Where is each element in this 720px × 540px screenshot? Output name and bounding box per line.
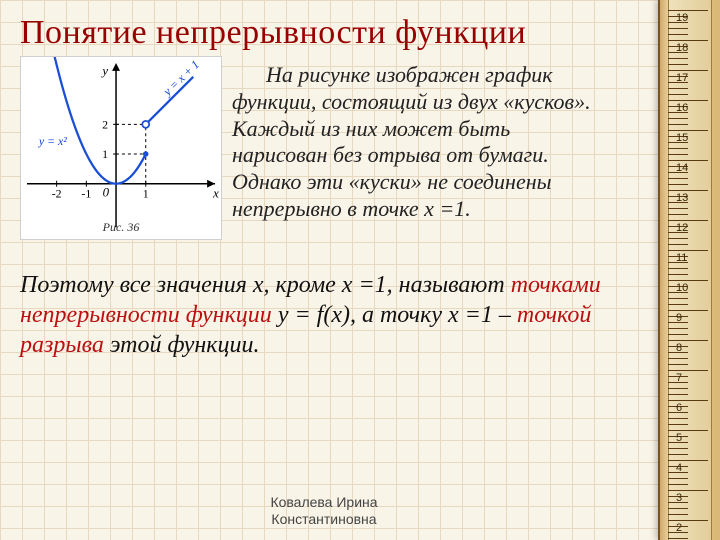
author-footer: Ковалева Ирина Константиновна bbox=[0, 494, 648, 528]
footer-l1: Ковалева Ирина bbox=[270, 494, 377, 510]
paragraph-2: Поэтому все значения x, кроме x =1, назы… bbox=[20, 270, 638, 360]
ruler-decoration: 1918171615141312111098765432 bbox=[658, 0, 720, 540]
graph-figure: -2 -1 1 1 2 0 y x y = x² y = x + 1 Рис. 36 bbox=[20, 56, 222, 240]
svg-text:y: y bbox=[100, 64, 108, 78]
p2-t1: Поэтому все значения x, кроме x =1, назы… bbox=[20, 272, 511, 298]
svg-text:-1: -1 bbox=[81, 187, 91, 201]
figure-caption: Рис. 36 bbox=[21, 220, 221, 235]
p1-l2: функции, состоящий из двух «кусков». bbox=[232, 89, 591, 114]
svg-text:x: x bbox=[212, 187, 219, 201]
p1-l4: нарисован без отрыва от бумаги. bbox=[232, 142, 549, 167]
p1-l3: Каждый из них может быть bbox=[232, 116, 510, 141]
p1-l5: Однако эти «куски» не соединены bbox=[232, 169, 552, 194]
svg-text:1: 1 bbox=[102, 147, 108, 161]
svg-text:0: 0 bbox=[103, 186, 110, 200]
p1-l1: На рисунке изображен график bbox=[266, 62, 553, 87]
p1-l6: непрерывно в точке x =1. bbox=[232, 196, 471, 221]
p2-t2: y = f(x), а точку x =1 – bbox=[272, 302, 517, 328]
footer-l2: Константиновна bbox=[271, 511, 376, 527]
slide-content: Понятие непрерывности функции -2 -1 1 1 2 0 y x… bbox=[0, 0, 648, 540]
paragraph-1: На рисунке изображен график функции, сос… bbox=[232, 56, 591, 223]
svg-text:2: 2 bbox=[102, 117, 108, 131]
svg-text:y = x + 1: y = x + 1 bbox=[160, 57, 202, 99]
top-row: -2 -1 1 1 2 0 y x y = x² y = x + 1 Рис. 36 На рис… bbox=[20, 56, 638, 240]
svg-text:-2: -2 bbox=[52, 187, 62, 201]
page-title: Понятие непрерывности функции bbox=[20, 14, 638, 52]
svg-text:y = x²: y = x² bbox=[38, 134, 67, 148]
p2-t3: этой функции. bbox=[104, 332, 260, 358]
svg-text:1: 1 bbox=[143, 187, 149, 201]
